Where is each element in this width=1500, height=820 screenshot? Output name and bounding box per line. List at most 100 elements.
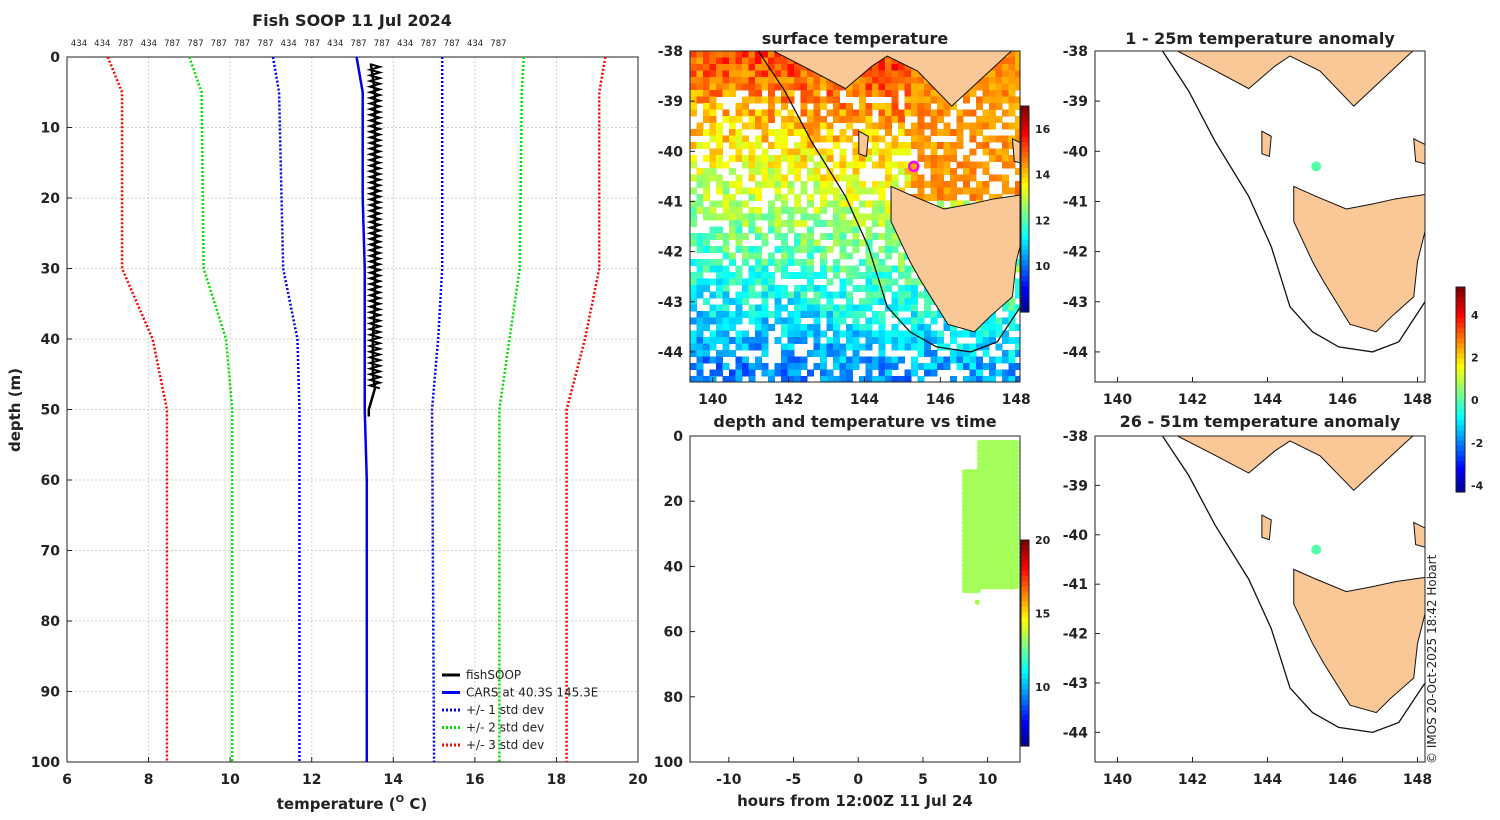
sst-cell [885,90,892,97]
sst-cell [917,109,925,117]
sst-cell [839,285,847,292]
sst-cell [839,207,847,214]
sst-cell [846,330,853,338]
sst-cell [878,122,886,130]
sst-cell [748,194,756,201]
sst-cell [995,343,1003,351]
top-label: 434 [94,39,110,49]
sst-cell [774,174,782,182]
sst-cell [1015,70,1020,78]
y-tick-label: 20 [664,494,684,510]
sst-cell [885,142,892,149]
sst-cell [807,304,814,312]
sst-cell [833,304,840,312]
sst-cell [787,155,795,162]
sst-cell [976,181,983,188]
sst-cell [898,343,905,351]
sst-cell [885,285,892,292]
sst-cell [911,129,918,136]
sst-cell [930,174,938,182]
sst-cell [709,161,717,169]
colorbar-tick-label: -2 [1471,437,1483,450]
sst-cell [1015,259,1020,266]
sst-cell [878,70,886,78]
sst-cell [839,174,847,182]
sst-cell [768,207,775,214]
sst-cell [696,343,704,351]
sst-cell [904,83,912,91]
sst-cell [794,233,801,240]
sst-cell [924,311,931,318]
sst-cell [696,369,704,377]
sst-cell [950,324,957,331]
sst-cell [989,77,996,84]
sst-cell [774,51,782,58]
sst-cell [748,83,756,91]
x-tick-label: 12 [302,772,321,788]
sst-cell [748,51,756,58]
colorbar-segment [1456,369,1465,375]
colorbar-segment [1021,106,1029,112]
colorbar-segment [1021,694,1029,701]
sst-cell [924,324,931,331]
sst-cell [904,285,912,292]
sst-cell [703,343,710,351]
sst-cell [846,161,853,169]
victoria-coast [1095,51,1414,107]
sst-cell [703,103,710,110]
colorbar-segment [1021,260,1029,267]
colorbar-segment [1021,281,1029,287]
sst-cell [891,116,899,123]
sst-cell [716,213,723,221]
sst-cell [722,343,730,351]
colorbar-segment [1456,358,1465,365]
sst-cell [761,129,769,136]
sst-cell [690,90,697,97]
sst-cell [956,363,964,370]
sst-cell [696,83,704,91]
sst-cell [872,77,879,84]
sst-cell [716,278,723,286]
sst-cell [885,174,892,182]
sst-cell [826,187,834,195]
sst-cell [846,291,853,299]
sst-cell [742,64,749,71]
sst-cell [917,77,925,84]
colorbar-segment [1456,420,1465,426]
sst-cell [800,324,808,331]
sst-cell [904,278,912,286]
sst-cell [722,252,730,260]
sst-cell [852,233,860,240]
sst-cell [690,129,697,136]
sst-cell [735,213,743,221]
sst-cell [781,285,788,292]
sst-cell [911,285,918,292]
sst-cell [768,278,775,286]
sst-cell [800,155,808,162]
sst-cell [722,181,730,188]
sst-cell [729,181,736,188]
sst-cell [709,122,717,130]
sst-cell [768,103,775,110]
sst-cell [865,369,873,377]
sst-cell [872,187,879,195]
x-tick-label: 140 [698,392,727,408]
sst-cell [969,135,977,143]
sst-cell [878,116,886,123]
victoria-coast [690,51,1013,107]
sst-cell [865,233,873,240]
sst-cell [969,350,977,357]
sst-cell [878,265,886,273]
sst-cell [839,109,847,117]
colorbar-segment [1021,167,1029,174]
data-point [1014,528,1020,535]
sst-cell [885,278,892,286]
sst-cell [774,233,782,240]
data-point [1014,575,1020,581]
x-tick-label: 144 [1253,392,1282,408]
sst-cell [911,142,918,149]
sst-cell [709,246,717,253]
sst-cell [982,83,990,91]
sst-cell [755,363,762,370]
